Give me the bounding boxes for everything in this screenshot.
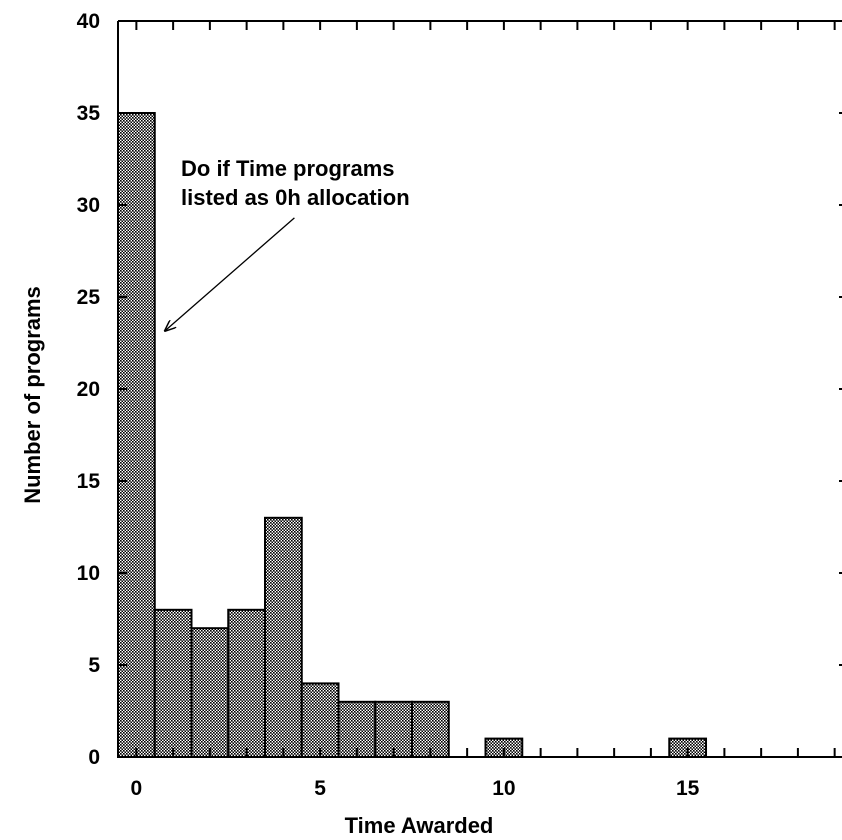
x-axis-title: Time Awarded <box>345 813 494 838</box>
y-tick-label: 5 <box>88 654 100 677</box>
bar-1 <box>153 608 193 758</box>
annotation-arrow <box>166 217 295 330</box>
annotation-text-line-1: Do if Time programs <box>181 156 395 181</box>
y-tick-label: 35 <box>77 102 101 125</box>
bar-4 <box>264 516 303 758</box>
y-tick-label: 30 <box>77 194 100 217</box>
x-tick-label: 10 <box>492 777 515 800</box>
x-tick-label: 15 <box>676 777 700 800</box>
y-axis-ticks: 0 5 10 15 20 25 30 35 40 <box>77 10 842 769</box>
x-axis-ticks: 0 5 10 15 <box>131 21 836 800</box>
annotation-text-line-2: listed as 0h allocation <box>181 185 410 210</box>
y-tick-label: 0 <box>88 746 100 769</box>
y-tick-label: 10 <box>77 562 100 585</box>
y-axis-title: Number of programs <box>20 286 45 504</box>
y-tick-label: 40 <box>77 10 100 33</box>
y-tick-label: 15 <box>77 470 101 493</box>
bar-5 <box>300 682 340 759</box>
histogram-bars <box>117 112 708 759</box>
x-tick-label: 0 <box>131 777 143 800</box>
bar-0 <box>117 112 156 758</box>
y-tick-label: 25 <box>77 286 101 309</box>
x-tick-label: 5 <box>314 777 326 800</box>
bar-7 <box>374 700 414 758</box>
y-tick-label: 20 <box>77 378 100 401</box>
annotation: Do if Time programs listed as 0h allocat… <box>166 156 410 330</box>
bar-3 <box>227 608 267 758</box>
bar-2 <box>190 627 230 759</box>
